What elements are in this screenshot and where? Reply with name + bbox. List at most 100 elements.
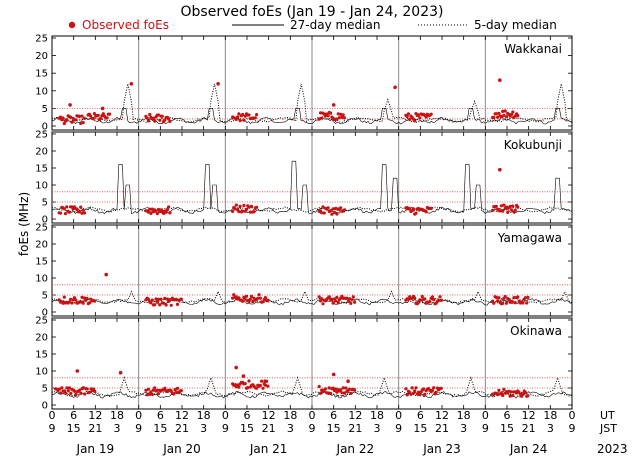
observed-point xyxy=(243,382,247,386)
observed-point xyxy=(410,386,414,390)
observed-point xyxy=(67,210,71,214)
observed-point xyxy=(81,208,85,212)
y-tick-label: 15 xyxy=(35,69,48,80)
observed-point xyxy=(149,211,153,215)
day-label: Jan 21 xyxy=(249,442,288,456)
observed-point xyxy=(260,379,264,383)
observed-point xyxy=(62,295,66,299)
observed-point xyxy=(502,113,506,117)
observed-point xyxy=(329,111,333,115)
observed-point xyxy=(318,391,323,395)
median-5day-line xyxy=(51,83,573,123)
observed-point xyxy=(149,390,153,394)
observed-point xyxy=(349,301,353,305)
observed-point xyxy=(65,205,69,209)
observed-point xyxy=(502,203,506,207)
observed-point xyxy=(320,211,324,215)
observed-point xyxy=(82,116,87,120)
observed-point xyxy=(350,298,354,302)
observed-point xyxy=(348,297,352,301)
observed-point xyxy=(326,114,330,118)
ut-tick-label: 0 xyxy=(569,409,576,422)
ut-tick-label: 12 xyxy=(262,409,276,422)
median-27day-line xyxy=(51,160,573,215)
observed-point xyxy=(146,387,150,391)
observed-point xyxy=(80,211,84,215)
y-tick-label: 15 xyxy=(35,257,48,268)
observed-point xyxy=(414,211,418,215)
y-tick-label: 5 xyxy=(42,291,48,302)
observed-point xyxy=(334,206,338,210)
ut-tick-label: 0 xyxy=(222,409,229,422)
observed-point xyxy=(216,82,220,86)
legend-27day-label: 27-day median xyxy=(290,18,380,32)
observed-point xyxy=(526,394,530,398)
observed-point xyxy=(393,85,397,90)
jst-tick-label: 15 xyxy=(413,422,427,435)
observed-point xyxy=(81,386,85,390)
observed-point xyxy=(64,391,68,395)
observed-point xyxy=(508,394,512,398)
observed-point xyxy=(168,119,172,123)
observed-point xyxy=(179,297,183,301)
observed-point xyxy=(248,210,252,214)
observed-point xyxy=(165,208,169,212)
observed-point xyxy=(326,206,330,210)
observed-point xyxy=(160,114,164,118)
observed-point xyxy=(151,116,156,120)
observed-point xyxy=(508,204,512,208)
observed-point xyxy=(74,392,78,397)
observed-point xyxy=(238,119,242,123)
day-label: Jan 23 xyxy=(422,442,461,456)
jst-tick-label: 21 xyxy=(522,422,536,435)
observed-point xyxy=(501,109,505,113)
observed-point xyxy=(499,115,503,119)
observed-point xyxy=(429,112,433,116)
observed-point xyxy=(339,112,343,116)
ut-tick-label: 6 xyxy=(417,409,424,422)
observed-point xyxy=(438,295,442,299)
observed-point xyxy=(79,205,83,209)
observed-point xyxy=(255,386,259,390)
observed-point xyxy=(80,295,84,299)
observed-point xyxy=(237,210,241,214)
observed-point xyxy=(439,386,443,390)
observed-point xyxy=(411,391,416,395)
ut-tick-label: 18 xyxy=(543,409,557,422)
observed-point xyxy=(329,209,333,213)
observed-point xyxy=(150,207,154,211)
observed-point xyxy=(322,211,326,215)
observed-point xyxy=(80,114,84,118)
observed-point xyxy=(57,387,62,391)
y-tick-label: 0 xyxy=(42,401,48,412)
chart-title: Observed foEs (Jan 19 - Jan 24, 2023) xyxy=(181,4,444,20)
observed-point xyxy=(167,117,171,121)
y-tick-label: 25 xyxy=(35,316,48,327)
observed-point xyxy=(498,167,502,172)
observed-point xyxy=(342,208,347,212)
observed-point xyxy=(348,387,352,391)
observed-point xyxy=(327,386,331,390)
jst-tick-label: 9 xyxy=(395,422,402,435)
observed-point xyxy=(67,386,72,390)
observed-point xyxy=(266,298,270,302)
observed-point xyxy=(172,392,176,396)
observed-point xyxy=(503,294,507,299)
observed-point xyxy=(504,205,509,209)
observed-point xyxy=(512,296,516,300)
jst-tick-label: 3 xyxy=(200,422,207,435)
observed-point xyxy=(353,388,357,392)
observed-point xyxy=(148,207,152,211)
observed-point xyxy=(244,294,249,298)
observed-point xyxy=(153,303,157,307)
observed-point xyxy=(155,388,159,392)
observed-point xyxy=(420,294,424,299)
observed-point xyxy=(523,296,528,300)
observed-point xyxy=(430,388,434,392)
observed-point xyxy=(320,297,324,301)
observed-point xyxy=(520,394,524,398)
jst-tick-label: 15 xyxy=(500,422,514,435)
day-label: Jan 22 xyxy=(336,442,375,456)
median-27day-line xyxy=(51,391,572,399)
